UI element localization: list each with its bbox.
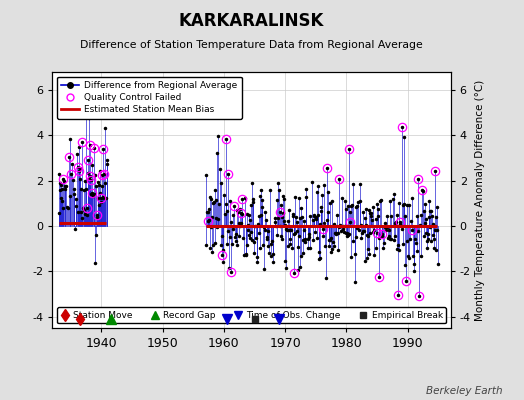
Text: Berkeley Earth: Berkeley Earth [427, 386, 503, 396]
Legend: Station Move, Record Gap, Time of Obs. Change, Empirical Break: Station Move, Record Gap, Time of Obs. C… [57, 307, 446, 324]
Text: KARKARALINSK: KARKARALINSK [179, 12, 324, 30]
Y-axis label: Monthly Temperature Anomaly Difference (°C): Monthly Temperature Anomaly Difference (… [475, 79, 485, 321]
Text: Difference of Station Temperature Data from Regional Average: Difference of Station Temperature Data f… [80, 40, 423, 50]
